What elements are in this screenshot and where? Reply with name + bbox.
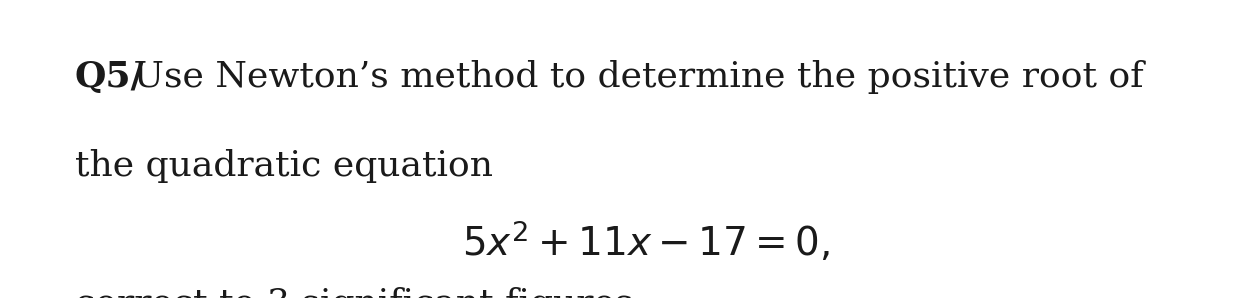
Text: the quadratic equation: the quadratic equation	[75, 149, 493, 183]
Text: Q5/: Q5/	[75, 60, 144, 94]
Text: Use Newton’s method to determine the positive root of: Use Newton’s method to determine the pos…	[122, 60, 1144, 94]
Text: correct to 3 significant figures.: correct to 3 significant figures.	[75, 286, 645, 298]
Text: $5x^2 +11x -17{=}0,$: $5x^2 +11x -17{=}0,$	[462, 219, 830, 264]
